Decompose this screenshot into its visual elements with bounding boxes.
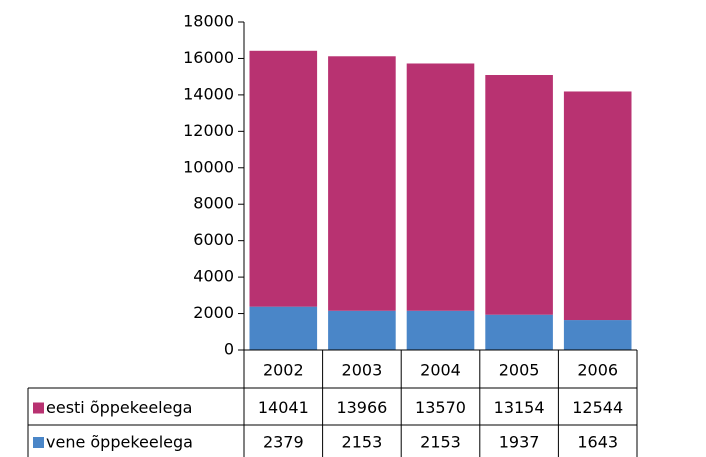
legend-label: vene õppekeelega bbox=[46, 433, 193, 452]
legend-swatch bbox=[33, 437, 44, 448]
bar-segment bbox=[249, 50, 318, 307]
bar-segment bbox=[563, 320, 632, 350]
x-tick-label: 2006 bbox=[577, 361, 618, 380]
bar-segment bbox=[406, 63, 475, 311]
bar-segment bbox=[406, 310, 475, 350]
table-value: 13154 bbox=[494, 398, 545, 417]
table-value: 12544 bbox=[572, 398, 623, 417]
y-tick-label: 12000 bbox=[183, 121, 234, 140]
y-tick-label: 8000 bbox=[193, 194, 234, 213]
bar-segment bbox=[328, 310, 396, 350]
x-tick-label: 2003 bbox=[342, 361, 383, 380]
table-value: 2153 bbox=[420, 433, 461, 452]
legend-swatch bbox=[33, 402, 44, 414]
y-tick-label: 6000 bbox=[193, 230, 234, 249]
table-value: 14041 bbox=[258, 398, 309, 417]
x-tick-label: 2005 bbox=[499, 361, 540, 380]
bar-segment bbox=[563, 91, 632, 321]
bar-segment bbox=[328, 56, 396, 311]
y-tick-label: 14000 bbox=[183, 84, 234, 103]
x-tick-label: 2002 bbox=[263, 361, 304, 380]
table-value: 2153 bbox=[342, 433, 383, 452]
x-tick-label: 2004 bbox=[420, 361, 461, 380]
table-value: 1643 bbox=[577, 433, 618, 452]
bar-segment bbox=[485, 314, 553, 350]
y-tick-label: 10000 bbox=[183, 157, 234, 176]
table-value: 13570 bbox=[415, 398, 466, 417]
table-value: 13966 bbox=[336, 398, 387, 417]
table-value: 2379 bbox=[263, 433, 304, 452]
y-tick-label: 2000 bbox=[193, 303, 234, 322]
bar-segment bbox=[485, 75, 553, 315]
legend-label: eesti õppekeelega bbox=[46, 398, 192, 417]
y-tick-label: 4000 bbox=[193, 267, 234, 286]
y-tick-label: 18000 bbox=[183, 12, 234, 31]
y-tick-label: 0 bbox=[224, 340, 234, 359]
y-tick-label: 16000 bbox=[183, 48, 234, 67]
bar-segment bbox=[249, 306, 318, 350]
table-value: 1937 bbox=[499, 433, 540, 452]
